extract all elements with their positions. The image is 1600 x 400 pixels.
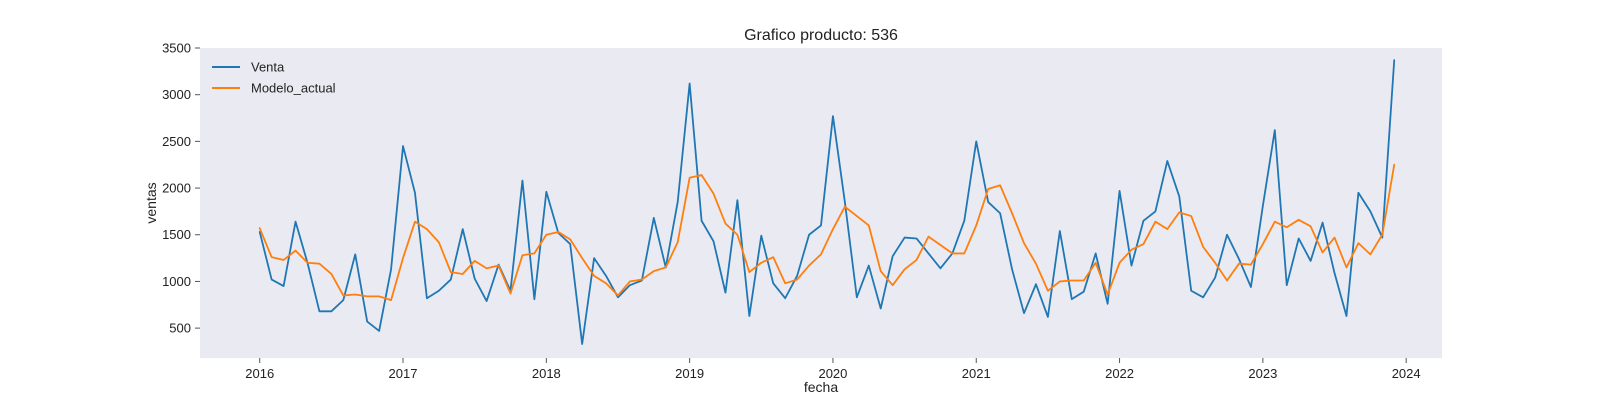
- legend-label: Venta: [251, 60, 285, 75]
- y-tick-label: 3500: [162, 41, 191, 56]
- x-axis-label: fecha: [804, 379, 838, 395]
- y-axis-label: ventas: [143, 182, 159, 223]
- series-line-venta: [258, 59, 1396, 345]
- legend-label: Modelo_actual: [251, 81, 336, 96]
- x-tick-label: 2017: [389, 366, 418, 381]
- chart-title: Grafico producto: 536: [744, 27, 898, 44]
- x-tick-label: 2024: [1392, 366, 1421, 381]
- y-tick-label: 1500: [162, 227, 191, 242]
- series-line-modelo-actual: [258, 163, 1396, 302]
- legend: Venta Modelo_actual: [212, 60, 336, 96]
- x-tick-label: 2021: [962, 366, 991, 381]
- y-tick-label: 500: [169, 321, 191, 336]
- x-tick-label: 2023: [1248, 366, 1277, 381]
- series-layer: [258, 59, 1396, 345]
- y-tick-label: 3000: [162, 87, 191, 102]
- x-tick-label: 2022: [1105, 366, 1134, 381]
- x-tick-label: 2016: [245, 366, 274, 381]
- x-tick-label: 2019: [675, 366, 704, 381]
- x-tick-label: 2018: [532, 366, 561, 381]
- y-tick-label: 2500: [162, 134, 191, 149]
- y-tick-label: 2000: [162, 181, 191, 196]
- y-tick-label: 1000: [162, 274, 191, 289]
- y-axis-ticks: 500 1000 1500 2000 2500 3000 3500: [162, 41, 200, 336]
- plot-area: [200, 48, 1442, 358]
- x-tick-label: 2020: [818, 366, 847, 381]
- x-axis-ticks: 2016 2017 2018 2019 2020 2021 2022 2023 2024: [245, 358, 1421, 381]
